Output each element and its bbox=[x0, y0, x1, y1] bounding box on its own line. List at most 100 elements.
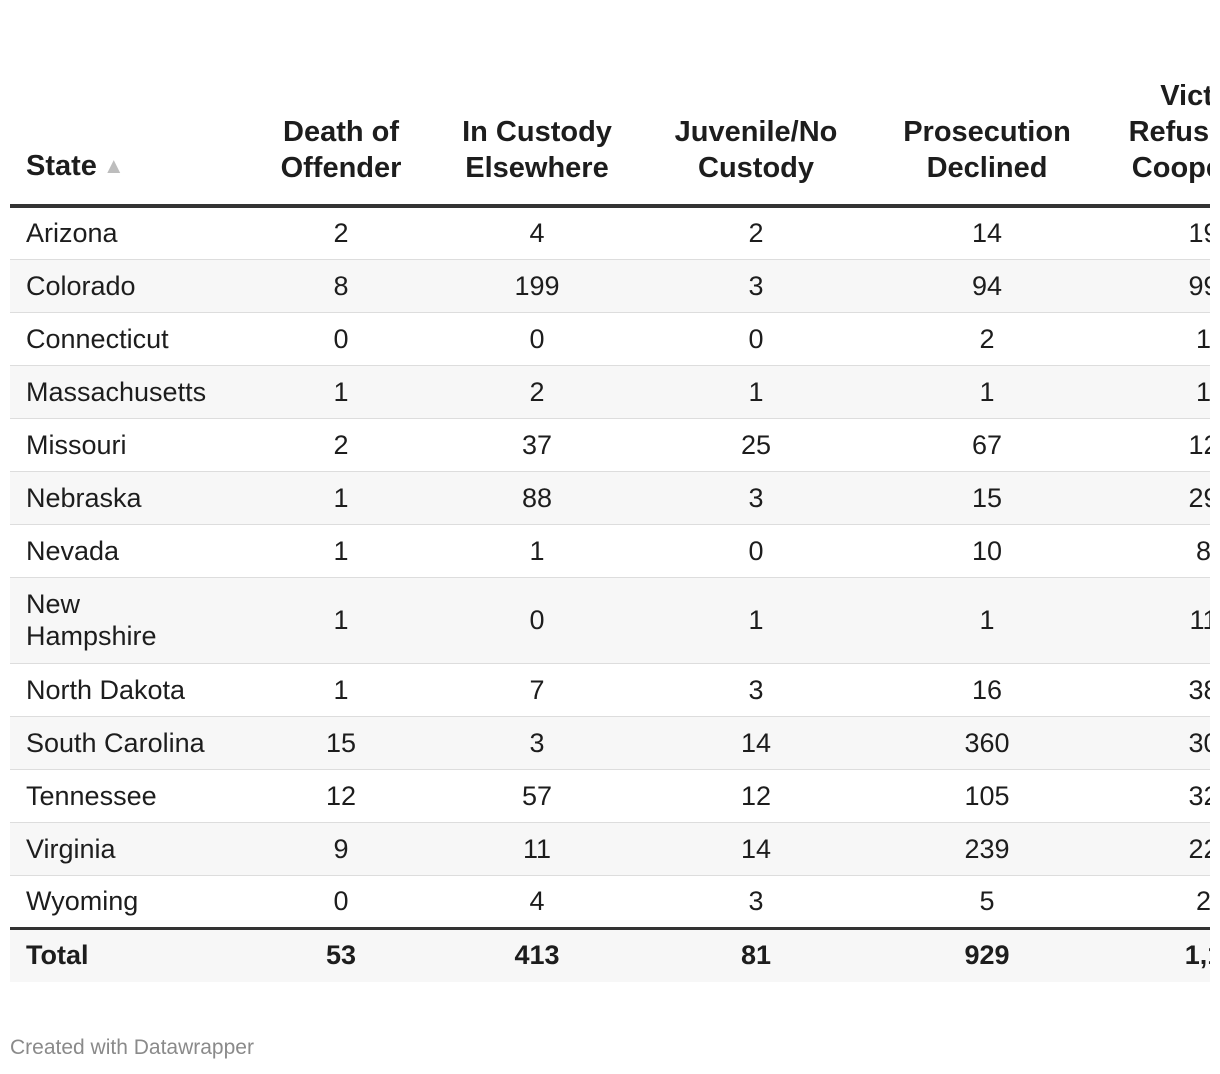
table-row: Arizona2421419 bbox=[10, 206, 1210, 260]
cell-prosecution: 94 bbox=[877, 259, 1097, 313]
cell-juvenile: 3 bbox=[635, 259, 877, 313]
cell-custody: 0 bbox=[439, 577, 635, 664]
cell-juvenile: 12 bbox=[635, 769, 877, 823]
cell-custody: 11 bbox=[439, 822, 635, 876]
cell-death: 12 bbox=[243, 769, 439, 823]
column-header-prosecution[interactable]: Prosecution Declined bbox=[877, 0, 1097, 208]
cell-juvenile: 3 bbox=[635, 663, 877, 717]
total-cell-prosecution: 929 bbox=[877, 928, 1097, 982]
cell-victim: 38 bbox=[1097, 663, 1210, 717]
table-row: Tennessee12571210532 bbox=[10, 769, 1210, 823]
cell-death: 1 bbox=[243, 524, 439, 578]
table-row: North Dakota1731638 bbox=[10, 663, 1210, 717]
table-row: New Hampshire101111 bbox=[10, 577, 1210, 664]
cell-custody: 88 bbox=[439, 471, 635, 525]
table-row: Colorado819939499 bbox=[10, 259, 1210, 313]
table-row: Wyoming 0 4 3 5 2 bbox=[10, 875, 1210, 930]
cell-death: 1 bbox=[243, 471, 439, 525]
column-header-victim[interactable]: Victim Refused to Cooperate bbox=[1097, 0, 1210, 208]
table-row: Massachusetts 1 2 1 1 1 bbox=[10, 365, 1210, 419]
cell-state: Massachusetts bbox=[10, 365, 243, 419]
cell-death: 8 bbox=[243, 259, 439, 313]
cell-prosecution: 2 bbox=[877, 312, 1097, 366]
cell-death: 15 bbox=[243, 716, 439, 770]
cell-state: Virginia bbox=[10, 822, 243, 876]
cell-juvenile: 1 bbox=[635, 365, 877, 419]
cell-state: Wyoming bbox=[10, 875, 243, 930]
cell-state: North Dakota bbox=[10, 663, 243, 717]
cell-custody: 37 bbox=[439, 418, 635, 472]
cell-death: 2 bbox=[243, 418, 439, 472]
cell-victim: 99 bbox=[1097, 259, 1210, 313]
cell-victim: 32 bbox=[1097, 769, 1210, 823]
cell-death: 2 bbox=[243, 206, 439, 260]
cell-juvenile: 3 bbox=[635, 875, 877, 930]
cell-prosecution: 5 bbox=[877, 875, 1097, 930]
cell-death: 9 bbox=[243, 822, 439, 876]
cell-custody: 57 bbox=[439, 769, 635, 823]
cell-victim: 1 bbox=[1097, 365, 1210, 419]
cell-prosecution: 1 bbox=[877, 365, 1097, 419]
cell-prosecution: 1 bbox=[877, 577, 1097, 664]
cell-victim: 30 bbox=[1097, 716, 1210, 770]
cell-juvenile: 1 bbox=[635, 577, 877, 664]
cell-prosecution: 15 bbox=[877, 471, 1097, 525]
cell-juvenile: 14 bbox=[635, 716, 877, 770]
cell-juvenile: 0 bbox=[635, 312, 877, 366]
cell-death: 1 bbox=[243, 577, 439, 664]
cell-state: Connecticut bbox=[10, 312, 243, 366]
cell-prosecution: 16 bbox=[877, 663, 1097, 717]
table-row: Virginia9111423922 bbox=[10, 822, 1210, 876]
cell-death: 1 bbox=[243, 663, 439, 717]
cell-prosecution: 239 bbox=[877, 822, 1097, 876]
cell-prosecution: 10 bbox=[877, 524, 1097, 578]
table-row: Missouri237256712 bbox=[10, 418, 1210, 472]
total-cell-state: Total bbox=[10, 928, 243, 982]
data-table: State ▲ Death of Offender In Custody Elsewh… bbox=[10, 0, 1210, 982]
column-header-state[interactable]: State ▲ bbox=[10, 0, 243, 208]
cell-victim: 12 bbox=[1097, 418, 1210, 472]
cell-juvenile: 14 bbox=[635, 822, 877, 876]
total-cell-juvenile: 81 bbox=[635, 928, 877, 982]
cell-state: South Carolina bbox=[10, 716, 243, 770]
total-cell-victim: 1,1 bbox=[1097, 928, 1210, 982]
cell-death: 0 bbox=[243, 312, 439, 366]
cell-death: 1 bbox=[243, 365, 439, 419]
column-header-death[interactable]: Death of Offender bbox=[243, 0, 439, 208]
cell-custody: 4 bbox=[439, 875, 635, 930]
cell-state: Nevada bbox=[10, 524, 243, 578]
table-header: State ▲ Death of Offender In Custody Elsewh… bbox=[10, 0, 1210, 208]
cell-state: Missouri bbox=[10, 418, 243, 472]
header-row: State ▲ Death of Offender In Custody Elsewh… bbox=[10, 0, 1210, 208]
cell-custody: 0 bbox=[439, 312, 635, 366]
table-row: Nebraska18831529 bbox=[10, 471, 1210, 525]
cell-state: New Hampshire bbox=[10, 577, 243, 664]
column-header-juvenile[interactable]: Juvenile/No Custody bbox=[635, 0, 877, 208]
cell-custody: 3 bbox=[439, 716, 635, 770]
cell-prosecution: 67 bbox=[877, 418, 1097, 472]
table-row: South Carolina1531436030 bbox=[10, 716, 1210, 770]
cell-custody: 2 bbox=[439, 365, 635, 419]
column-header-custody[interactable]: In Custody Elsewhere bbox=[439, 0, 635, 208]
cell-juvenile: 25 bbox=[635, 418, 877, 472]
cell-prosecution: 360 bbox=[877, 716, 1097, 770]
data-table-container: State ▲ Death of Offender In Custody Elsewh… bbox=[10, 0, 1210, 1000]
cell-state: Arizona bbox=[10, 206, 243, 260]
cell-state: Colorado bbox=[10, 259, 243, 313]
cell-prosecution: 105 bbox=[877, 769, 1097, 823]
sort-ascending-icon[interactable]: ▲ bbox=[102, 153, 125, 178]
cell-death: 0 bbox=[243, 875, 439, 930]
cell-victim: 2 bbox=[1097, 875, 1210, 930]
cell-state: Nebraska bbox=[10, 471, 243, 525]
cell-victim: 1 bbox=[1097, 312, 1210, 366]
cell-victim: 29 bbox=[1097, 471, 1210, 525]
table-body: Arizona2421419Colorado819939499Connectic… bbox=[10, 206, 1210, 930]
cell-juvenile: 3 bbox=[635, 471, 877, 525]
cell-custody: 1 bbox=[439, 524, 635, 578]
cell-victim: 22 bbox=[1097, 822, 1210, 876]
cell-custody: 7 bbox=[439, 663, 635, 717]
cell-juvenile: 2 bbox=[635, 206, 877, 260]
cell-victim: 8 bbox=[1097, 524, 1210, 578]
